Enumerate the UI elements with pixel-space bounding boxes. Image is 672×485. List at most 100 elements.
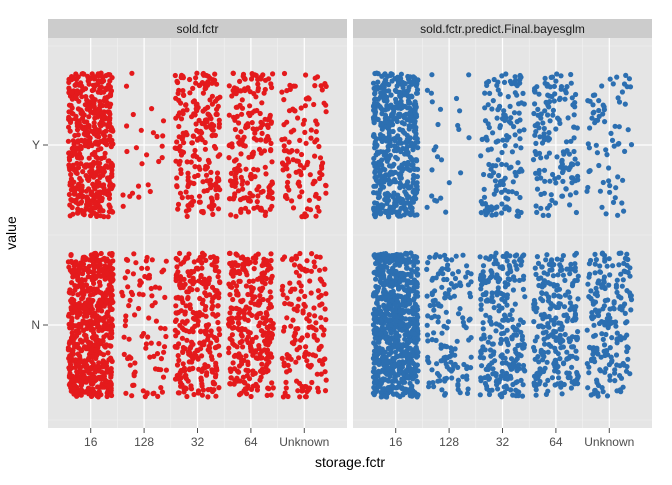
data-point (625, 357, 630, 362)
data-point (431, 303, 436, 308)
data-point (587, 145, 592, 150)
data-point (323, 369, 328, 374)
data-point (408, 135, 413, 140)
data-point (89, 167, 94, 172)
data-point (544, 392, 549, 397)
data-point (267, 188, 272, 193)
data-point (513, 388, 518, 393)
data-point (173, 303, 178, 308)
data-point (303, 394, 308, 399)
data-point (173, 328, 178, 333)
data-point (564, 186, 569, 191)
data-point (572, 112, 577, 117)
data-point (261, 333, 266, 338)
data-point (380, 368, 385, 373)
data-point (482, 91, 487, 96)
data-point (594, 143, 599, 148)
data-point (415, 267, 420, 272)
data-point (392, 138, 397, 143)
data-point (282, 148, 287, 153)
data-point (481, 326, 486, 331)
data-point (132, 360, 137, 365)
data-point (270, 332, 275, 337)
data-point (95, 384, 100, 389)
data-point (75, 284, 80, 289)
data-point (101, 352, 106, 357)
data-point (96, 375, 101, 380)
data-point (265, 386, 270, 391)
data-point (396, 257, 401, 262)
data-point (67, 202, 72, 207)
data-point (487, 376, 492, 381)
data-point (533, 141, 538, 146)
data-point (107, 202, 112, 207)
data-point (603, 147, 608, 152)
data-point (491, 170, 496, 175)
data-point (397, 77, 402, 82)
data-point (246, 318, 251, 323)
data-point (588, 99, 593, 104)
data-point (265, 268, 270, 273)
data-point (203, 331, 208, 336)
data-point (232, 194, 237, 199)
data-point (145, 266, 150, 271)
data-point (414, 355, 419, 360)
data-point (373, 319, 378, 324)
data-point (289, 357, 294, 362)
data-point (123, 275, 128, 280)
data-point (257, 346, 262, 351)
data-point (179, 171, 184, 176)
data-point (388, 172, 393, 177)
data-point (128, 356, 133, 361)
data-point (620, 284, 625, 289)
data-point (313, 353, 318, 358)
data-point (237, 271, 242, 276)
facet-title: sold.fctr (176, 22, 218, 36)
data-point (312, 259, 317, 264)
data-point (238, 151, 243, 156)
data-point (84, 202, 89, 207)
data-point (378, 331, 383, 336)
data-point (195, 287, 200, 292)
data-point (97, 267, 102, 272)
data-point (402, 121, 407, 126)
data-point (500, 264, 505, 269)
data-point (442, 295, 447, 300)
data-point (88, 105, 93, 110)
data-point (98, 166, 103, 171)
data-point (306, 325, 311, 330)
data-point (311, 181, 316, 186)
data-point (252, 294, 257, 299)
data-point (263, 171, 268, 176)
data-point (198, 329, 203, 334)
data-point (67, 103, 72, 108)
data-point (371, 340, 376, 345)
data-point (163, 334, 168, 339)
data-point (139, 161, 144, 166)
data-point (414, 259, 419, 264)
data-point (261, 189, 266, 194)
data-point (322, 101, 327, 106)
data-point (561, 361, 566, 366)
data-point (522, 368, 527, 373)
data-point (284, 385, 289, 390)
data-point (91, 175, 96, 180)
data-point (566, 375, 571, 380)
data-point (125, 269, 130, 274)
data-point (245, 373, 250, 378)
data-point (487, 91, 492, 96)
data-point (464, 325, 469, 330)
data-point (184, 107, 189, 112)
data-point (216, 269, 221, 274)
data-point (97, 73, 102, 78)
data-point (156, 159, 161, 164)
data-point (394, 334, 399, 339)
data-point (247, 103, 252, 108)
data-point (217, 279, 222, 284)
data-point (373, 169, 378, 174)
data-point (235, 166, 240, 171)
data-point (378, 318, 383, 323)
data-point (396, 372, 401, 377)
data-point (176, 390, 181, 395)
data-point (407, 381, 412, 386)
